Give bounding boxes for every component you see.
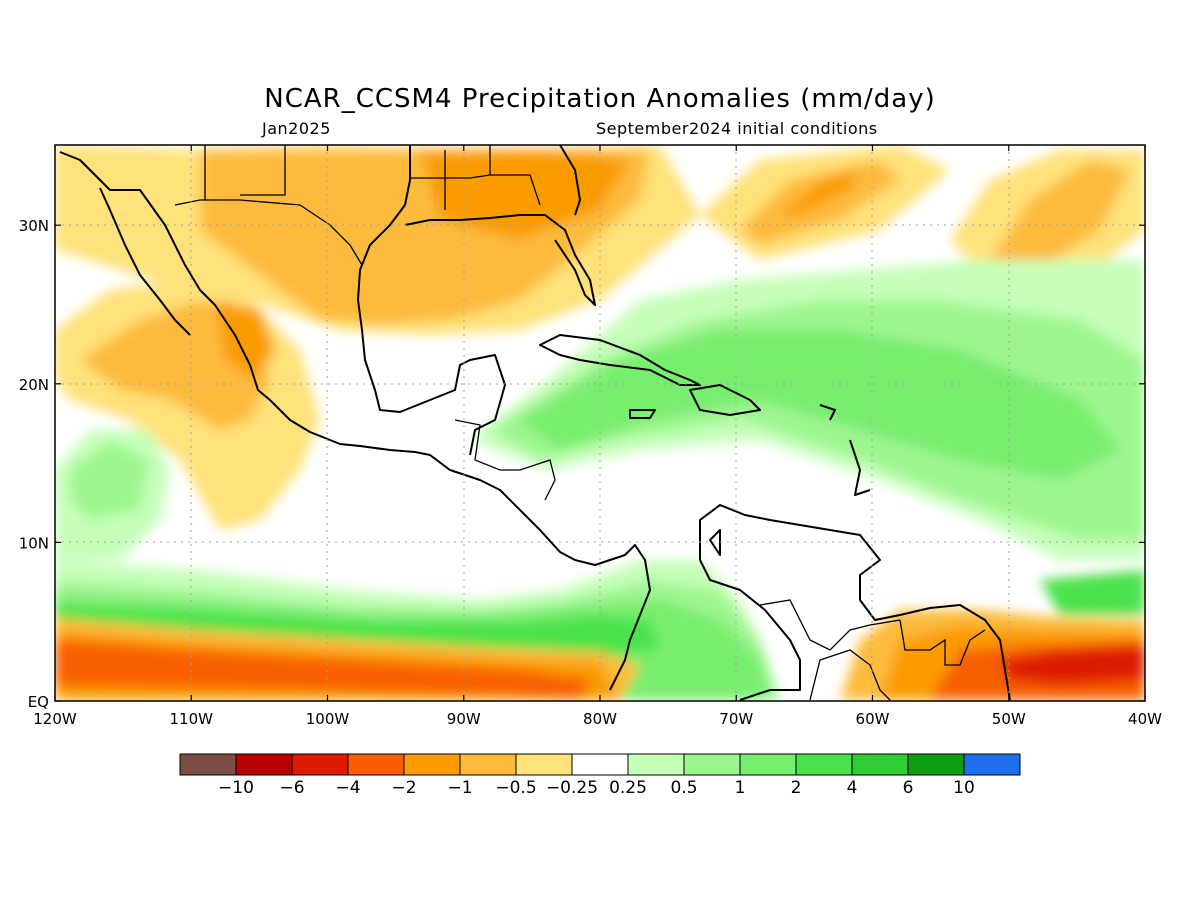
colorbar-swatch	[235, 753, 293, 776]
lon-tick-label: 90W	[447, 710, 481, 728]
latitude-axis: EQ 10N 20N 30N	[19, 217, 1145, 711]
lon-tick-label: 110W	[170, 710, 214, 728]
colorbar-swatch	[179, 753, 237, 776]
colorbar-label: 0.5	[670, 778, 697, 798]
borders	[174, 145, 986, 701]
anomaly-field	[55, 145, 1145, 701]
lat-tick-label: EQ	[28, 693, 49, 711]
colorbar-swatch	[907, 753, 965, 776]
map-title: NCAR_CCSM4 Precipitation Anomalies (mm/d…	[264, 84, 936, 114]
colorbar-swatch	[291, 753, 349, 776]
lon-tick-label: 100W	[306, 710, 350, 728]
lat-tick-label: 20N	[19, 376, 49, 394]
lon-tick-label: 120W	[33, 710, 77, 728]
initial-conditions-label: September2024 initial conditions	[596, 119, 878, 138]
colorbar-swatch	[851, 753, 909, 776]
lon-tick-label: 70W	[719, 710, 753, 728]
colorbar-label: −2	[391, 778, 416, 798]
colorbar-swatch	[963, 753, 1021, 776]
colorbar-swatch	[683, 753, 741, 776]
colorbar-swatch	[795, 753, 853, 776]
colorbar-label: 10	[953, 778, 975, 798]
lat-tick-label: 30N	[19, 217, 49, 235]
colorbar-label: −4	[335, 778, 360, 798]
colorbar-label: 6	[903, 778, 914, 798]
graticule	[55, 145, 1145, 701]
colorbar-label: −1	[447, 778, 472, 798]
colorbar-label: −10	[218, 778, 254, 798]
colorbar: −10 −6 −4 −2 −1 −0.5 −0.25 0.25 0.5 1 2 4 6 10	[179, 753, 1021, 798]
colorbar-swatch	[403, 753, 461, 776]
coastlines	[59, 145, 1011, 701]
colorbar-label: −0.5	[495, 778, 536, 798]
colorbar-swatch	[459, 753, 517, 776]
longitude-axis: 120W 110W 100W 90W 80W 70W 60W 50W 40W	[33, 145, 1162, 728]
colorbar-swatch	[515, 753, 573, 776]
lon-tick-label: 40W	[1128, 710, 1162, 728]
colorbar-swatch	[571, 753, 629, 776]
colorbar-label: −0.25	[546, 778, 598, 798]
lon-tick-label: 50W	[992, 710, 1026, 728]
lon-tick-label: 60W	[856, 710, 890, 728]
colorbar-label: 2	[791, 778, 802, 798]
colorbar-label: 4	[847, 778, 858, 798]
lat-tick-label: 10N	[19, 534, 49, 552]
colorbar-swatch	[347, 753, 405, 776]
colorbar-label: −6	[279, 778, 304, 798]
colorbar-swatch	[739, 753, 797, 776]
colorbar-label: 0.25	[609, 778, 647, 798]
lon-tick-label: 80W	[583, 710, 617, 728]
colorbar-label: 1	[735, 778, 746, 798]
valid-month-label: Jan2025	[262, 119, 331, 138]
colorbar-swatch	[627, 753, 685, 776]
